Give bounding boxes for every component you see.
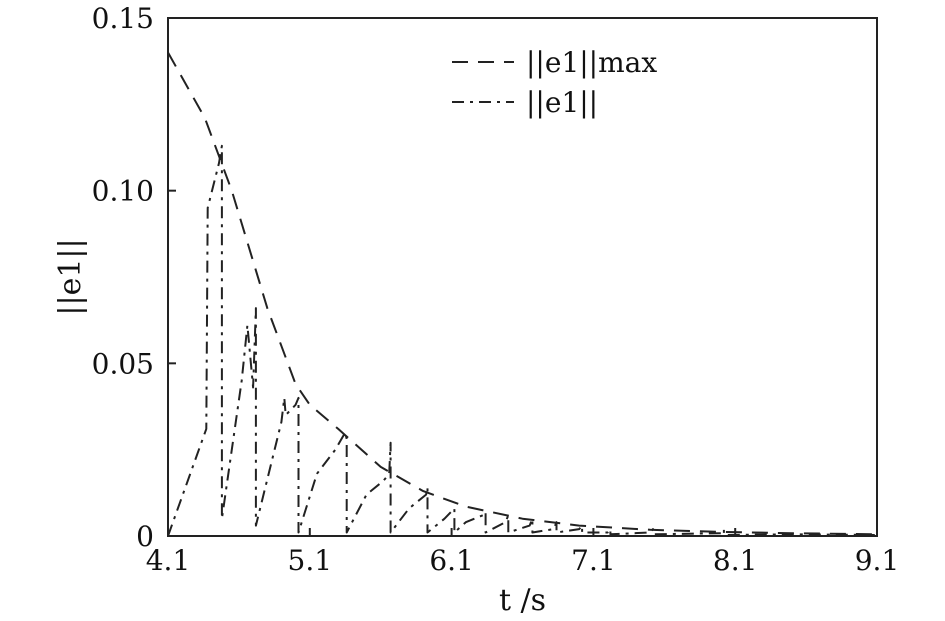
x-tick-label: 8.1 (713, 544, 758, 577)
y-tick-label: 0.10 (92, 175, 154, 208)
legend: ||e1||max ||e1|| (452, 46, 657, 119)
legend-label-max: ||e1||max (526, 46, 657, 79)
legend-label-e1: ||e1|| (526, 86, 598, 119)
y-axis-ticks: 0 0.05 0.10 0.15 (92, 2, 176, 553)
x-axis-label: t /s (499, 583, 546, 618)
y-tick-label: 0.15 (92, 2, 154, 35)
plot-frame (167, 17, 878, 537)
series-layer (167, 52, 878, 537)
series-line-0 (167, 52, 878, 536)
x-tick-label: 5.1 (288, 544, 333, 577)
x-tick-label: 6.1 (429, 544, 474, 577)
series-line-1 (167, 144, 878, 537)
y-tick-label: 0.05 (92, 347, 154, 380)
y-tick-label: 0 (136, 520, 154, 553)
x-tick-label: 9.1 (855, 544, 900, 577)
x-tick-label: 7.1 (571, 544, 616, 577)
x-tick-label: 4.1 (146, 544, 191, 577)
y-axis-label: ||e1|| (53, 238, 88, 315)
